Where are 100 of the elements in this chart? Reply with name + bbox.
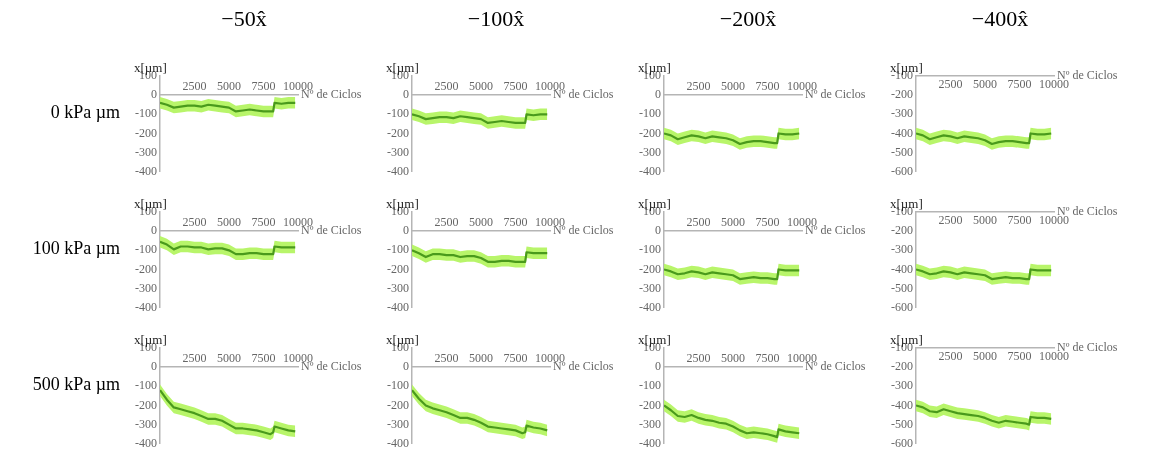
x-tick-label: 5000 <box>217 79 241 94</box>
x-tick-label: 5000 <box>469 215 493 230</box>
x-tick-label: 7500 <box>755 351 780 366</box>
x-tick-label: 7500 <box>251 79 276 94</box>
text: 500 kPa µm <box>31 374 120 395</box>
y-tick-label: -200 <box>387 261 409 276</box>
y-tick-label: -400 <box>387 299 409 314</box>
x-tick-label: 7500 <box>503 351 528 366</box>
y-tick-label: 0 <box>655 223 661 238</box>
y-tick-label: 0 <box>403 223 409 238</box>
y-tick-label: -400 <box>135 163 157 178</box>
y-tick-label: -400 <box>387 435 409 450</box>
y-tick-label: -200 <box>135 397 157 412</box>
y-tick-label: -200 <box>135 125 157 140</box>
y-tick-label: -600 <box>891 163 913 178</box>
y-tick-label: 0 <box>403 359 409 374</box>
y-tick-label: -600 <box>891 299 913 314</box>
y-tick-label: -400 <box>891 261 913 276</box>
y-tick-label: -100 <box>135 378 157 393</box>
y-tick-label: -100 <box>639 242 661 257</box>
text: 0 kPa µm <box>49 102 120 123</box>
y-tick-label: 0 <box>655 87 661 102</box>
x-tick-label: 7500 <box>1007 77 1032 92</box>
x-tick-label: 2500 <box>686 351 711 366</box>
y-tick-label: -500 <box>891 144 913 159</box>
y-tick-label: -300 <box>639 280 661 295</box>
x-tick-label: 5000 <box>721 79 745 94</box>
x-tick-label: 7500 <box>755 215 780 230</box>
x-tick-label: 2500 <box>938 213 963 228</box>
x-tick-label: 7500 <box>755 79 780 94</box>
y-tick-label: -100 <box>387 378 409 393</box>
x-tick-label: 5000 <box>973 213 997 228</box>
chart-title: −200x̂ <box>718 6 778 32</box>
y-tick-label: -200 <box>891 359 913 374</box>
y-tick-label: -100 <box>639 106 661 121</box>
x-tick-label: 7500 <box>1007 213 1032 228</box>
y-tick-label: -200 <box>639 125 661 140</box>
y-tick-label: -500 <box>891 416 913 431</box>
x-tick-label: 7500 <box>251 351 276 366</box>
y-tick-label: -300 <box>387 144 409 159</box>
y-tick-label: -600 <box>891 435 913 450</box>
y-tick-label: 0 <box>151 359 157 374</box>
y-tick-label: -400 <box>135 299 157 314</box>
chart-title: −100x̂ <box>466 6 526 32</box>
y-tick-label: -100 <box>135 242 157 257</box>
y-tick-label: -300 <box>135 416 157 431</box>
x-tick-label: 5000 <box>721 351 745 366</box>
y-tick-label: -200 <box>387 397 409 412</box>
y-tick-label: -300 <box>135 144 157 159</box>
x-tick-label: 2500 <box>434 79 459 94</box>
y-tick-label: -300 <box>891 242 913 257</box>
y-tick-label: -200 <box>387 125 409 140</box>
x-tick-label: 7500 <box>1007 349 1032 364</box>
x-tick-label: 5000 <box>469 351 493 366</box>
y-tick-label: -300 <box>891 106 913 121</box>
x-tick-label: 2500 <box>434 215 459 230</box>
y-tick-label: -300 <box>639 144 661 159</box>
y-tick-label: -100 <box>135 106 157 121</box>
y-tick-label: -400 <box>387 163 409 178</box>
x-tick-label: 7500 <box>503 79 528 94</box>
x-tick-label: 5000 <box>973 77 997 92</box>
x-tick-label: 2500 <box>434 351 459 366</box>
x-tick-label: 2500 <box>686 215 711 230</box>
x-tick-label: 5000 <box>217 351 241 366</box>
x-tick-label: 2500 <box>938 349 963 364</box>
y-tick-label: -200 <box>639 261 661 276</box>
x-tick-label: 2500 <box>686 79 711 94</box>
text: 100 kPa µm <box>31 238 120 259</box>
x-tick-label: 7500 <box>503 215 528 230</box>
y-tick-label: -300 <box>387 280 409 295</box>
y-tick-label: -300 <box>135 280 157 295</box>
x-tick-label: 2500 <box>182 79 207 94</box>
y-tick-label: -100 <box>639 378 661 393</box>
y-tick-label: -400 <box>639 299 661 314</box>
y-tick-label: -200 <box>135 261 157 276</box>
y-tick-label: -400 <box>135 435 157 450</box>
x-tick-label: 7500 <box>251 215 276 230</box>
y-tick-label: -200 <box>639 397 661 412</box>
y-tick-label: -400 <box>639 163 661 178</box>
chart-title: −400x̂ <box>970 6 1030 32</box>
x-tick-label: 5000 <box>217 215 241 230</box>
y-tick-label: 0 <box>655 359 661 374</box>
y-tick-label: -300 <box>387 416 409 431</box>
y-tick-label: -100 <box>387 242 409 257</box>
x-tick-label: 2500 <box>182 351 207 366</box>
y-tick-label: -500 <box>891 280 913 295</box>
y-tick-label: -400 <box>639 435 661 450</box>
y-tick-label: -200 <box>891 87 913 102</box>
y-tick-label: -400 <box>891 125 913 140</box>
x-tick-label: 5000 <box>469 79 493 94</box>
y-tick-label: 0 <box>151 223 157 238</box>
y-tick-label: -200 <box>891 223 913 238</box>
chart-title: −50x̂ <box>220 6 268 32</box>
y-tick-label: -400 <box>891 397 913 412</box>
x-tick-label: 2500 <box>938 77 963 92</box>
y-tick-label: 0 <box>151 87 157 102</box>
x-tick-label: 5000 <box>721 215 745 230</box>
y-tick-label: -100 <box>387 106 409 121</box>
x-tick-label: 2500 <box>182 215 207 230</box>
x-tick-label: 5000 <box>973 349 997 364</box>
